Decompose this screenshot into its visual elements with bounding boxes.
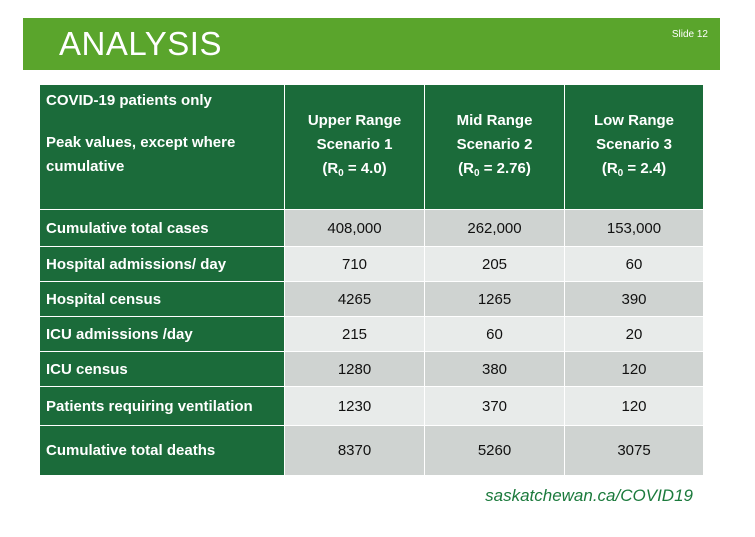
cell-scenario-2: 60 <box>424 316 565 352</box>
scenario-line-1: Upper Range <box>307 111 402 129</box>
cell-scenario-3: 120 <box>564 386 704 426</box>
scenario-line-1: Mid Range <box>456 111 533 129</box>
slide-title: ANALYSIS <box>59 25 222 62</box>
cell-scenario-1: 1230 <box>284 386 425 426</box>
title-banner: ANALYSIS Slide 12 <box>23 18 720 70</box>
slide-number: Slide 12 <box>671 29 708 40</box>
table-row: ICU census 1280 380 120 <box>39 351 704 387</box>
scenario-line-2: Scenario 3 <box>596 135 672 153</box>
scenario-r0: (R0 = 4.0) <box>322 159 387 179</box>
row-label: Cumulative total cases <box>39 209 285 247</box>
cell-scenario-2: 1265 <box>424 281 565 317</box>
cell-scenario-3: 60 <box>564 246 704 282</box>
header-row: COVID-19 patients only Peak values, exce… <box>39 84 704 210</box>
scenario-header: Low Range Scenario 3 (R0 = 2.4) <box>564 84 704 210</box>
cell-scenario-3: 3075 <box>564 425 704 476</box>
cell-scenario-1: 215 <box>284 316 425 352</box>
table-row: Cumulative total cases 408,000 262,000 1… <box>39 209 704 247</box>
corner-line-1: COVID-19 patients only <box>46 92 212 109</box>
row-label: ICU census <box>39 351 285 387</box>
cell-scenario-1: 8370 <box>284 425 425 476</box>
cell-scenario-3: 20 <box>564 316 704 352</box>
cell-scenario-1: 1280 <box>284 351 425 387</box>
cell-scenario-1: 710 <box>284 246 425 282</box>
row-label: Hospital census <box>39 281 285 317</box>
cell-scenario-2: 262,000 <box>424 209 565 247</box>
row-label: Patients requiring ventilation <box>39 386 285 426</box>
table-row: Hospital census 4265 1265 390 <box>39 281 704 317</box>
scenario-r0: (R0 = 2.76) <box>458 159 531 179</box>
cell-scenario-2: 205 <box>424 246 565 282</box>
scenario-header: Upper Range Scenario 1 (R0 = 4.0) <box>284 84 425 210</box>
scenario-header: Mid Range Scenario 2 (R0 = 2.76) <box>424 84 565 210</box>
scenario-line-2: Scenario 2 <box>456 135 533 153</box>
table-row: ICU admissions /day 215 60 20 <box>39 316 704 352</box>
table-row: Cumulative total deaths 8370 5260 3075 <box>39 425 704 476</box>
scenario-line-2: Scenario 1 <box>316 135 393 153</box>
cell-scenario-2: 370 <box>424 386 565 426</box>
website-link[interactable]: saskatchewan.ca/COVID19 <box>485 486 693 505</box>
cell-scenario-3: 120 <box>564 351 704 387</box>
cell-scenario-1: 4265 <box>284 281 425 317</box>
cell-scenario-1: 408,000 <box>284 209 425 247</box>
row-label: Hospital admissions/ day <box>39 246 285 282</box>
cell-scenario-2: 5260 <box>424 425 565 476</box>
table-row: Patients requiring ventilation 1230 370 … <box>39 386 704 426</box>
cell-scenario-3: 390 <box>564 281 704 317</box>
scenario-line-1: Low Range <box>593 111 674 129</box>
analysis-table: COVID-19 patients only Peak values, exce… <box>39 84 704 476</box>
corner-header: COVID-19 patients only Peak values, exce… <box>39 84 285 210</box>
row-label: Cumulative total deaths <box>39 425 285 476</box>
row-label: ICU admissions /day <box>39 316 285 352</box>
cell-scenario-2: 380 <box>424 351 565 387</box>
scenario-r0: (R0 = 2.4) <box>601 159 667 179</box>
corner-line-2: Peak values, except where cumulative <box>46 134 236 175</box>
table-row: Hospital admissions/ day 710 205 60 <box>39 246 704 282</box>
cell-scenario-3: 153,000 <box>564 209 704 247</box>
